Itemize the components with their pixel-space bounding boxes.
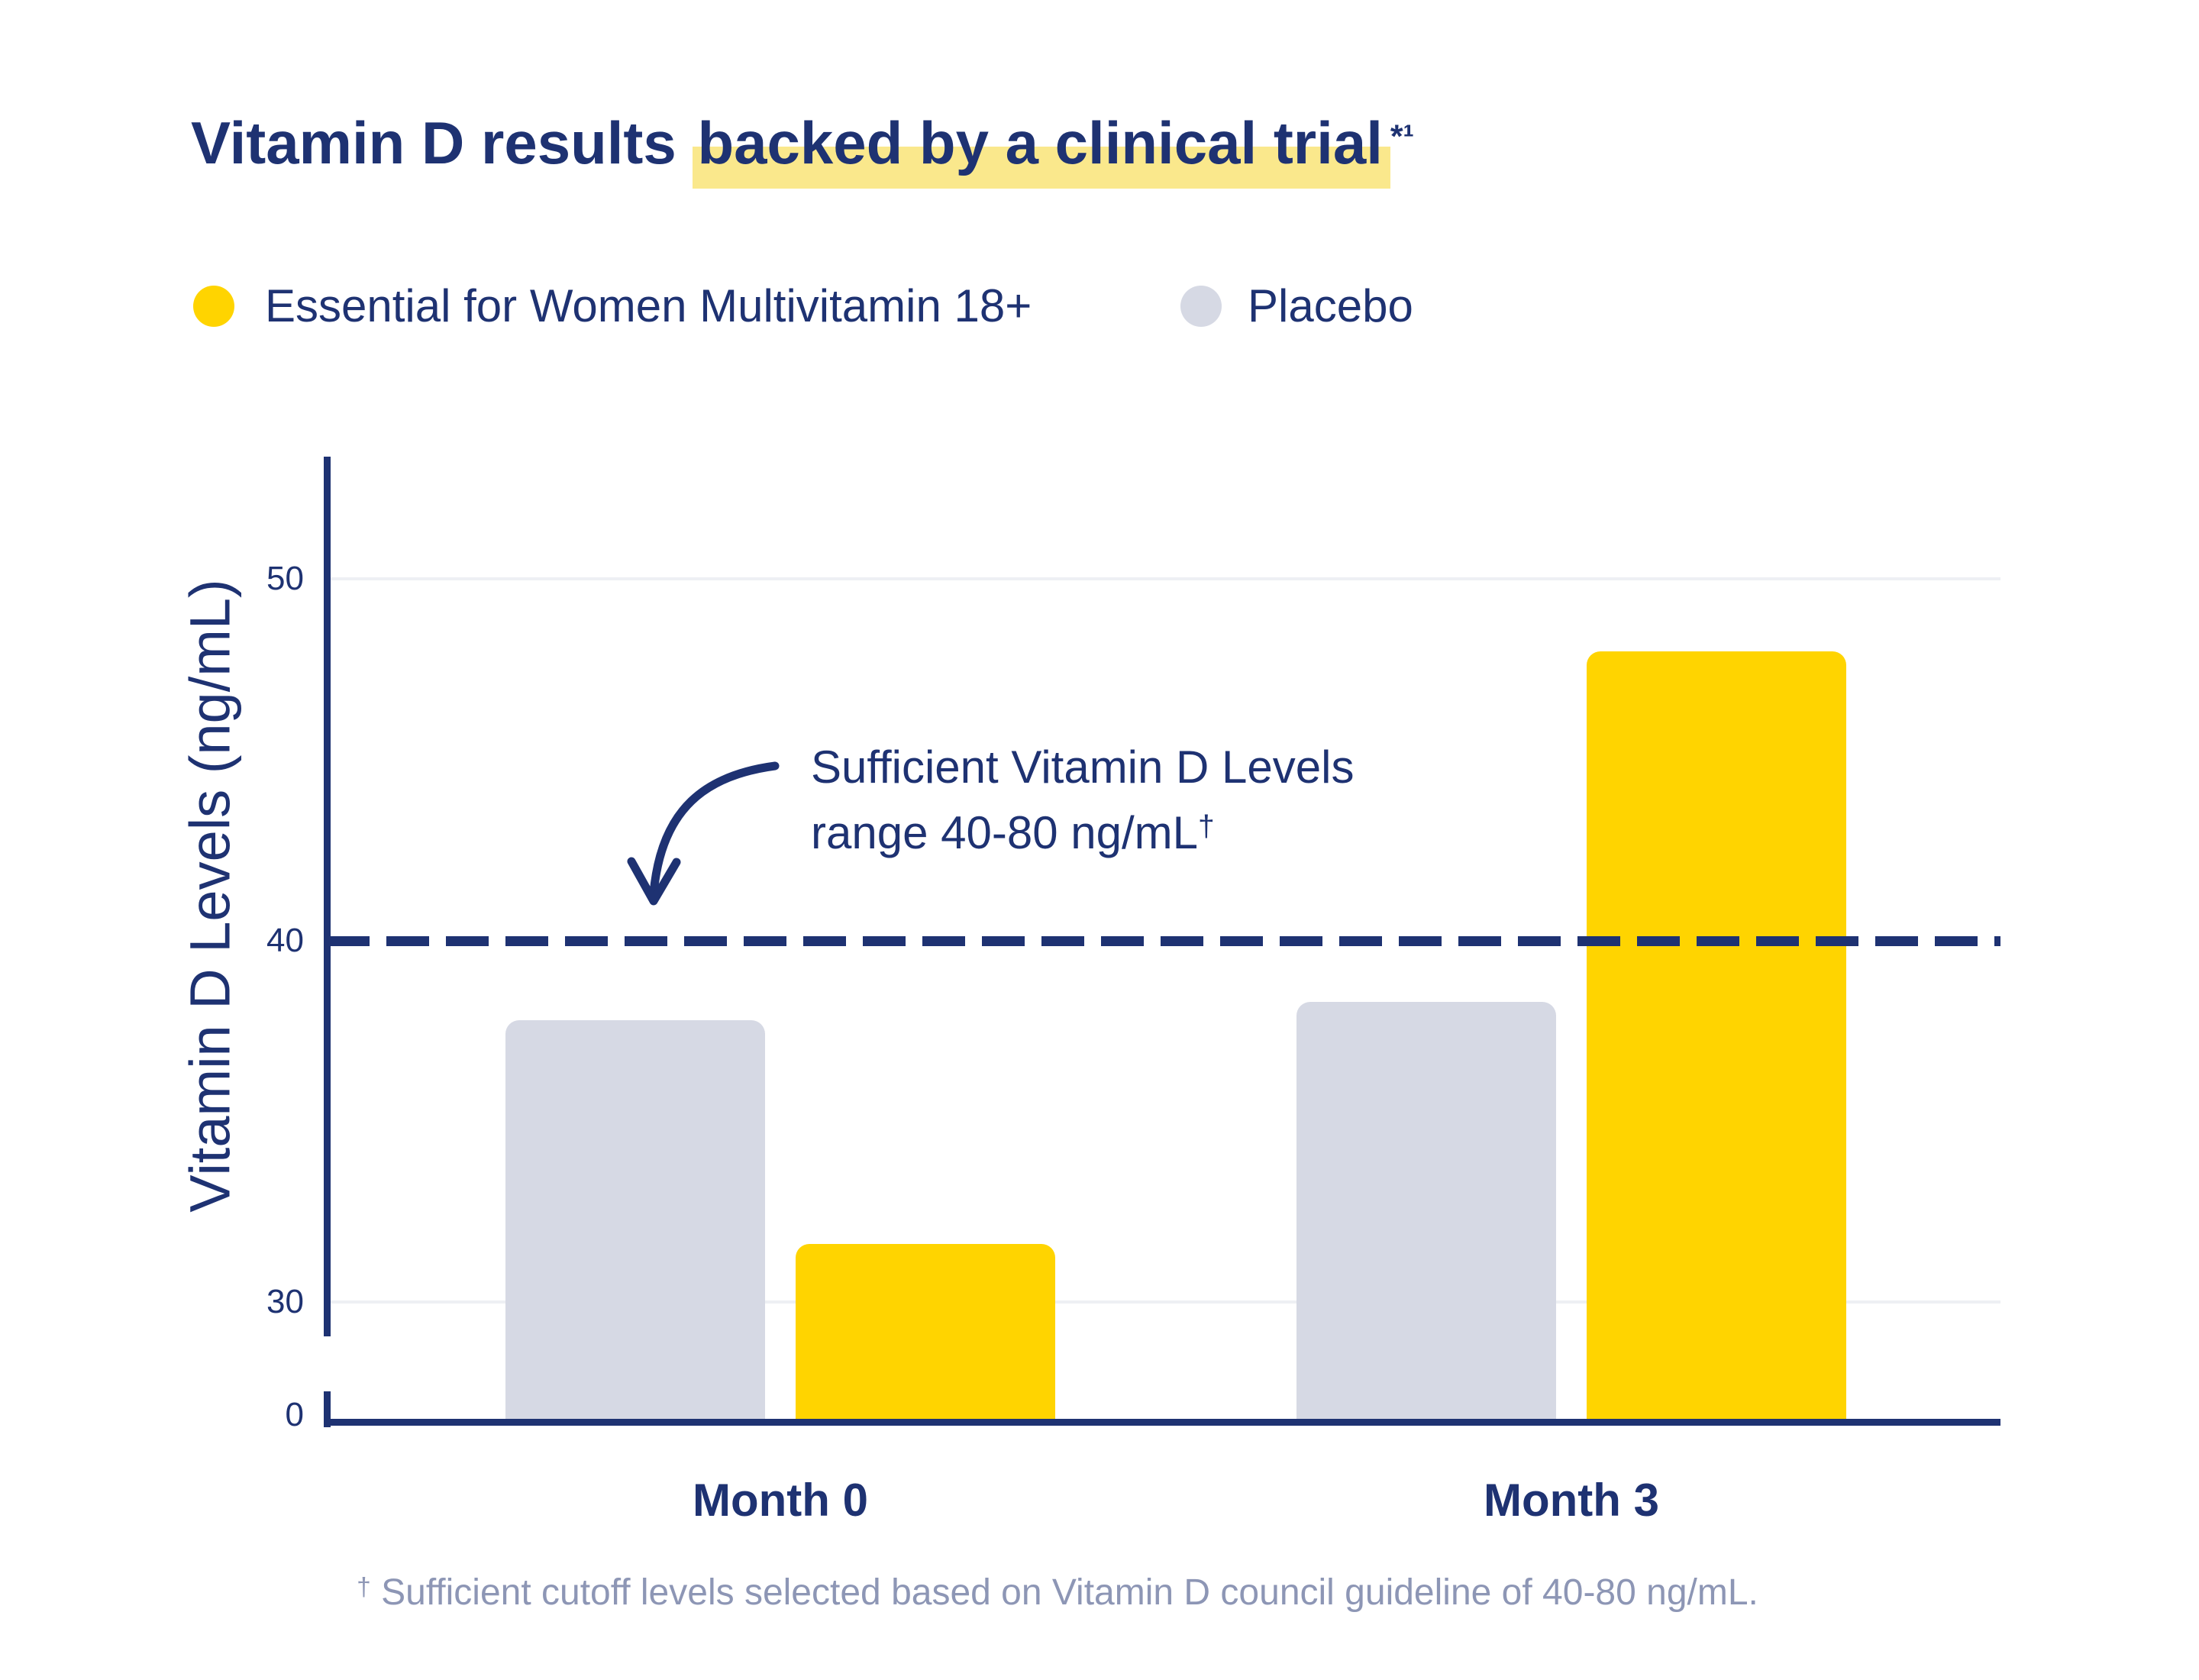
footnote-text: Sufficient cutoff levels selected based … bbox=[370, 1572, 1758, 1613]
y-tick-50: 50 bbox=[266, 560, 304, 597]
title-highlight: backed by a clinical trial bbox=[693, 109, 1390, 189]
legend-dot-multivitamin bbox=[193, 286, 234, 327]
x-label-month-3: Month 3 bbox=[1484, 1475, 1659, 1526]
title-text: Vitamin D results bbox=[191, 109, 693, 176]
y-axis-line-lower bbox=[324, 1391, 331, 1427]
x-axis-line bbox=[324, 1419, 2000, 1426]
legend-label-multivitamin: Essential for Women Multivitamin 18+ bbox=[265, 280, 1032, 331]
annotation-line2: range 40-80 ng/mL† bbox=[811, 807, 1215, 858]
legend-dot-placebo bbox=[1180, 286, 1222, 327]
y-axis-line-upper bbox=[324, 457, 331, 1336]
y-tick-0: 0 bbox=[285, 1396, 304, 1433]
legend-label-placebo: Placebo bbox=[1248, 280, 1413, 331]
footnote: † Sufficient cutoff levels selected base… bbox=[191, 1572, 1924, 1614]
annotation-line1: Sufficient Vitamin D Levels bbox=[811, 741, 1355, 793]
x-label-month-0: Month 0 bbox=[693, 1475, 868, 1526]
y-tick-40: 40 bbox=[266, 921, 304, 959]
bar-essential-for-women-multivitamin-18-month-0 bbox=[796, 1244, 1055, 1423]
gridline-30 bbox=[331, 1300, 2000, 1304]
page-title: Vitamin D results backed by a clinical t… bbox=[191, 108, 1414, 189]
footnote-dagger: † bbox=[357, 1573, 371, 1602]
gridline-50 bbox=[331, 577, 2000, 580]
bar-placebo-month-3 bbox=[1296, 1001, 1556, 1423]
bar-placebo-month-0 bbox=[505, 1019, 765, 1423]
y-tick-30: 30 bbox=[266, 1283, 304, 1320]
title-superscript: *¹ bbox=[1390, 118, 1414, 155]
threshold-dashed-line bbox=[327, 935, 2000, 946]
bar-essential-for-women-multivitamin-18-month-3 bbox=[1587, 651, 1846, 1423]
dagger-superscript: † bbox=[1198, 810, 1215, 844]
threshold-annotation: Sufficient Vitamin D Levels range 40-80 … bbox=[811, 735, 1354, 872]
